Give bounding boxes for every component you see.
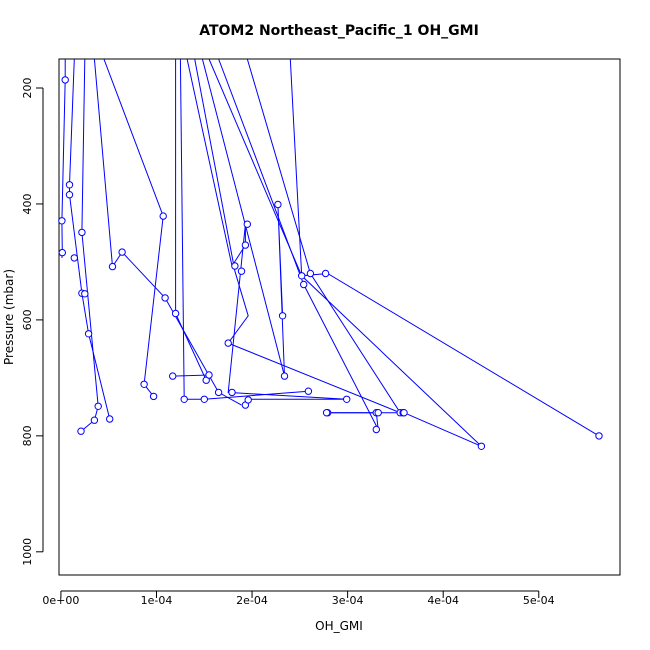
series-line <box>201 59 285 377</box>
plot-frame <box>58 58 621 576</box>
data-point <box>241 241 250 249</box>
data-point <box>81 290 89 298</box>
data-point <box>243 220 252 228</box>
data-point <box>400 409 408 417</box>
x-tick-label: 4e-04 <box>427 594 459 607</box>
data-point <box>65 181 74 189</box>
x-tick-label: 0e+00 <box>42 594 79 607</box>
x-tick-label: 3e-04 <box>332 594 364 607</box>
series-line <box>289 59 600 437</box>
data-point <box>595 432 603 440</box>
series-line <box>208 59 482 447</box>
data-point <box>77 427 85 435</box>
data-point <box>180 395 188 403</box>
data-point <box>90 416 99 424</box>
y-tick-label: 200 <box>21 77 34 98</box>
data-point <box>140 380 148 388</box>
data-point <box>205 371 213 379</box>
x-axis: 0e+00 1e-04 2e-04 3e-04 4e-04 5e-04 <box>42 590 555 607</box>
data-point <box>58 248 66 257</box>
data-point <box>244 396 252 404</box>
data-point <box>94 402 102 410</box>
data-point <box>214 388 223 397</box>
data-point <box>200 395 209 403</box>
data-point <box>84 330 93 338</box>
data-point <box>298 272 306 280</box>
x-tick-label: 5e-04 <box>523 594 555 607</box>
data-point <box>169 372 177 380</box>
x-axis-label: OH_GMI <box>315 619 363 633</box>
data-point <box>304 387 313 395</box>
data-point <box>108 262 117 271</box>
series-line <box>103 59 164 397</box>
data-point <box>118 248 126 256</box>
data-point <box>477 442 486 450</box>
data-point <box>321 269 330 278</box>
data-point <box>159 212 167 220</box>
data-point <box>237 267 246 275</box>
data-point <box>343 395 351 403</box>
data-point <box>149 392 158 401</box>
y-tick-label: 1000 <box>21 538 34 566</box>
data-point <box>278 312 287 320</box>
series-points <box>58 76 603 450</box>
series-line <box>179 59 309 400</box>
data-point <box>78 228 86 237</box>
series-line <box>61 59 66 258</box>
data-point <box>228 388 236 397</box>
y-tick-label: 600 <box>21 309 34 330</box>
y-tick-label: 800 <box>21 425 34 446</box>
data-point <box>65 191 74 199</box>
data-point <box>306 269 315 278</box>
data-point <box>280 372 289 380</box>
data-point <box>70 254 79 262</box>
series-line <box>246 59 402 414</box>
series-line <box>69 59 111 420</box>
x-tick-label: 2e-04 <box>236 594 268 607</box>
series-line <box>93 59 242 406</box>
series-lines <box>61 59 600 447</box>
data-point <box>171 309 180 318</box>
series-line <box>186 59 347 400</box>
data-point <box>161 294 169 302</box>
data-point <box>231 262 239 270</box>
data-point <box>61 76 69 84</box>
chart-title: ATOM2 Northeast_Pacific_1 OH_GMI <box>199 23 479 39</box>
data-point <box>106 415 114 423</box>
data-point <box>274 200 282 209</box>
data-point <box>374 409 382 417</box>
y-axis-label: Pressure (mbar) <box>2 269 16 365</box>
data-point <box>322 409 331 417</box>
data-point <box>58 217 66 225</box>
data-point <box>372 425 380 434</box>
data-point <box>300 280 308 289</box>
series-line <box>80 59 99 432</box>
y-axis: 200 400 600 800 1000 <box>21 77 44 566</box>
x-tick-label: 1e-04 <box>141 594 173 607</box>
y-tick-label: 400 <box>21 193 34 214</box>
data-point <box>224 339 232 347</box>
